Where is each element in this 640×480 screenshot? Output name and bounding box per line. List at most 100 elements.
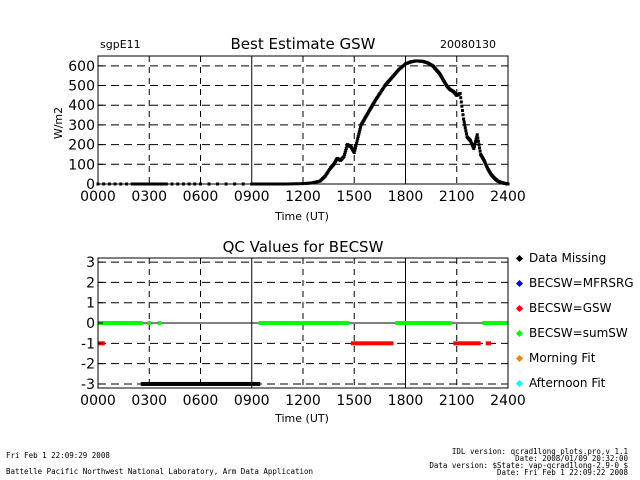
legend-entry: Afternoon Fit	[515, 376, 606, 390]
y-tick-label: 0	[86, 316, 95, 332]
data-point	[460, 104, 464, 108]
legend-marker	[515, 304, 524, 313]
data-point	[459, 100, 463, 104]
y-tick-label: 100	[68, 157, 95, 173]
legend-label: Morning Fit	[529, 351, 596, 365]
data-point	[358, 128, 362, 132]
y-tick-label: -3	[81, 377, 95, 393]
bottom-chart-title: QC Values for BECSW	[223, 238, 384, 256]
footer-idl-version: IDL version: qcrad1long_plots.pro,v 1.1	[452, 447, 628, 456]
qc-segment	[395, 321, 452, 325]
data-point	[463, 123, 467, 127]
data-point	[357, 132, 361, 136]
data-point	[463, 126, 467, 130]
qc-segment	[485, 341, 491, 346]
data-point	[474, 140, 478, 144]
data-point	[357, 130, 361, 134]
y-tick-label: 0	[86, 177, 95, 193]
data-point	[354, 144, 358, 148]
bottom-tick-labels: 0000 0300 0600 0900 1200 1500 1800 2100 2400 -3 -2…	[80, 255, 526, 409]
x-tick-label: 2100	[439, 393, 475, 409]
footer-data-version: Data version: $State: vap-qcrad1long-2.9…	[429, 461, 628, 470]
legend-label: Afternoon Fit	[529, 376, 606, 390]
data-point	[462, 117, 466, 121]
data-point	[353, 146, 357, 150]
x-tick-label: 0900	[234, 393, 270, 409]
y-tick-label: 600	[68, 59, 95, 75]
legend-entry: BECSW=GSW	[515, 301, 612, 315]
legend-marker	[515, 379, 524, 388]
legend: Data Missing BECSW=MFRSRG BECSW=GSW BECSW=s…	[515, 251, 634, 390]
data-point	[478, 149, 482, 153]
top-x-axis-label: Time (UT)	[274, 210, 329, 223]
legend-entry: BECSW=MFRSRG	[515, 276, 634, 290]
x-tick-label: 1800	[388, 393, 424, 409]
date-label: 20080130	[440, 38, 496, 51]
data-point	[464, 129, 468, 133]
x-tick-label: 0600	[183, 393, 219, 409]
data-point	[343, 150, 347, 154]
data-point	[472, 147, 476, 151]
y-tick-label: -1	[81, 336, 95, 352]
bottom-x-axis-label: Time (UT)	[274, 412, 329, 425]
data-point	[355, 141, 359, 145]
x-tick-label: 2100	[439, 189, 475, 205]
x-tick-label: 0000	[80, 393, 116, 409]
qc-segment	[482, 321, 508, 325]
data-point	[458, 91, 462, 95]
footer: Fri Feb 1 22:09:29 2008 Battelle Pacific…	[6, 447, 628, 477]
legend-label: Data Missing	[529, 251, 606, 265]
x-tick-label: 1500	[336, 189, 372, 205]
x-tick-label: 1500	[336, 393, 372, 409]
data-point	[352, 150, 356, 154]
data-point	[474, 137, 478, 141]
legend-label: BECSW=GSW	[529, 301, 612, 315]
legend-entry: Data Missing	[515, 251, 606, 265]
x-tick-label: 0000	[80, 189, 116, 205]
legend-entry: BECSW=sumSW	[515, 326, 628, 340]
legend-marker	[515, 254, 524, 263]
qc-segment	[140, 381, 261, 386]
top-y-axis-label: W/m2	[52, 107, 65, 139]
data-point	[464, 132, 468, 136]
qc-segment	[258, 321, 350, 325]
top-chart-title: Best Estimate GSW	[231, 35, 376, 53]
qc-segment	[147, 321, 151, 325]
data-point	[343, 152, 347, 156]
footer-data-date: Date: Fri Feb 1 22:09:22 2008	[497, 468, 628, 477]
data-point	[476, 136, 480, 140]
data-point	[345, 145, 349, 149]
legend-label: BECSW=MFRSRG	[529, 276, 634, 290]
data-point	[344, 147, 348, 151]
y-tick-label: 2	[86, 275, 95, 291]
data-point	[478, 146, 482, 150]
x-tick-label: 0900	[234, 189, 270, 205]
x-tick-label: 0600	[183, 189, 219, 205]
data-point	[461, 113, 465, 117]
footer-idl-date: Date: 2008/01/09 20:32:00	[515, 454, 628, 463]
legend-marker	[515, 279, 524, 288]
bottom-data-points	[98, 321, 508, 386]
footer-institution: Battelle Pacific Northwest National Labo…	[6, 467, 313, 476]
top-chart: sgpE11 Best Estimate GSW 20080130 W/m2 T…	[52, 35, 526, 223]
x-tick-label: 0300	[131, 189, 167, 205]
data-point	[342, 154, 346, 158]
legend-label: BECSW=sumSW	[529, 326, 628, 340]
qc-segment	[157, 321, 162, 325]
x-tick-label: 1200	[285, 393, 321, 409]
data-point	[476, 139, 480, 143]
y-tick-label: 400	[68, 98, 95, 114]
x-tick-label: 1200	[285, 189, 321, 205]
top-tick-labels: 0000 0300 0600 0900 1200 1500 1800 2100 2400 0 100…	[68, 59, 526, 205]
bottom-chart: QC Values for BECSW Time (UT) 0000 0300 06…	[80, 238, 526, 425]
y-tick-label: 500	[68, 79, 95, 95]
qc-segment	[98, 321, 143, 325]
y-tick-label: 300	[68, 118, 95, 134]
data-point	[460, 108, 464, 112]
x-tick-label: 2400	[490, 189, 526, 205]
data-point	[344, 149, 348, 153]
data-point	[359, 125, 363, 129]
data-point	[355, 139, 359, 143]
data-point	[475, 133, 479, 137]
